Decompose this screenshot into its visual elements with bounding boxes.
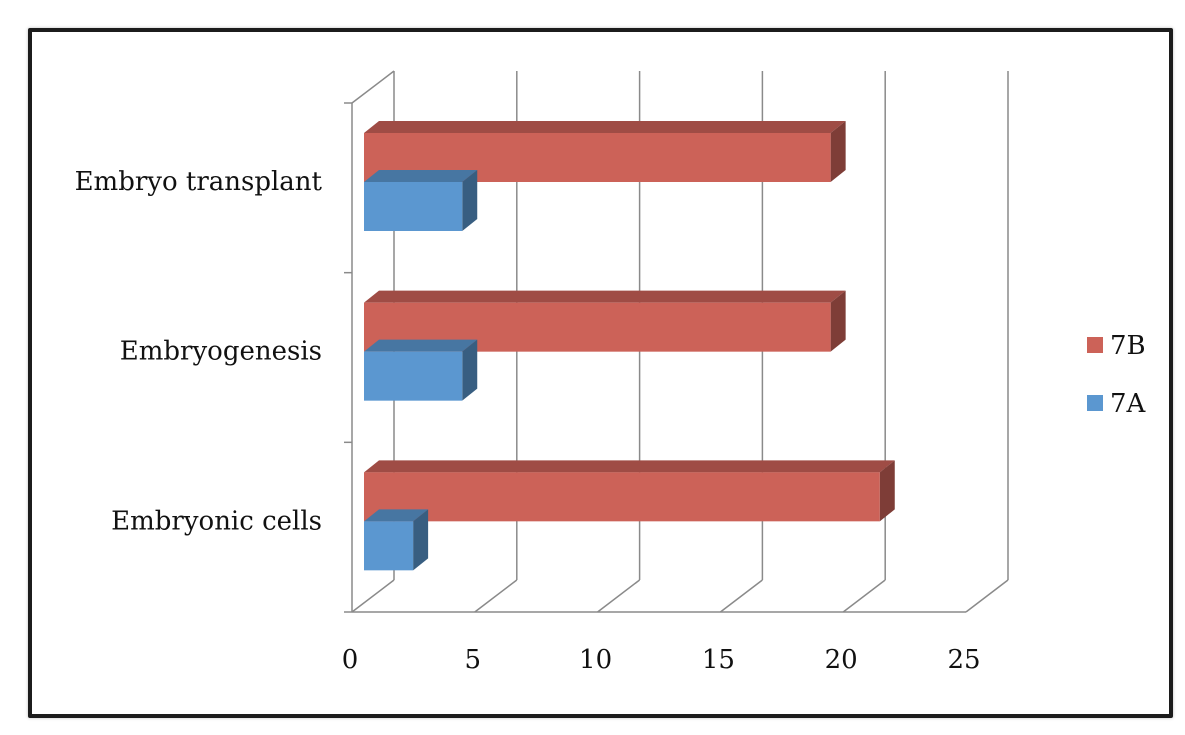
bar-side-face [462,170,478,231]
category-label: Embryo transplant [75,167,323,197]
bar-top-face [364,121,846,133]
floor-depth-line [597,579,641,613]
floor-depth-line [474,579,518,613]
bar-front-face [364,351,463,401]
legend-label-7A: 7A [1110,389,1147,419]
floor-depth-line [842,579,886,613]
bar-front-face [364,521,414,571]
bar-side-face [413,509,429,571]
bar-top-face [364,290,846,303]
bar-side-face [830,121,846,182]
bar-7A [364,170,478,231]
bar-side-face [462,339,478,401]
bar-top-face [364,460,895,473]
category-label: Embryonic cells [111,506,322,536]
category-labels: Embryonic cells Embryogenesis Embryo trans… [75,167,323,536]
bar-side-face [830,290,846,352]
bar-side-face [879,460,895,522]
x-tick-label: 0 [342,645,359,675]
bar-front-face [364,472,880,522]
legend: 7B 7A [1087,331,1147,419]
x-tick-labels: 0 5 10 15 20 25 [342,645,981,675]
bars [364,121,895,571]
bar-top-face [364,170,478,182]
x-tick-label: 15 [702,645,735,675]
bar-front-face [364,182,463,231]
bar-7A [364,509,429,571]
x-tick-label: 10 [579,645,612,675]
legend-label-7B: 7B [1110,331,1146,361]
category-label: Embryogenesis [120,337,322,367]
floor-depth-line [719,579,763,613]
bar-top-face [364,509,429,522]
legend-swatch-7A [1087,395,1103,411]
bar-top-face [364,339,478,352]
y-axis-top-depth-line [351,70,395,104]
legend-swatch-7B [1087,337,1103,353]
floor-depth-line [965,579,1009,613]
x-tick-label: 5 [465,645,482,675]
x-tick-label: 20 [825,645,858,675]
bar-7B [364,460,895,522]
floor-grid [351,579,1009,613]
bar-7A [364,339,478,401]
x-tick-label: 25 [947,645,980,675]
floor-depth-line [351,579,395,613]
